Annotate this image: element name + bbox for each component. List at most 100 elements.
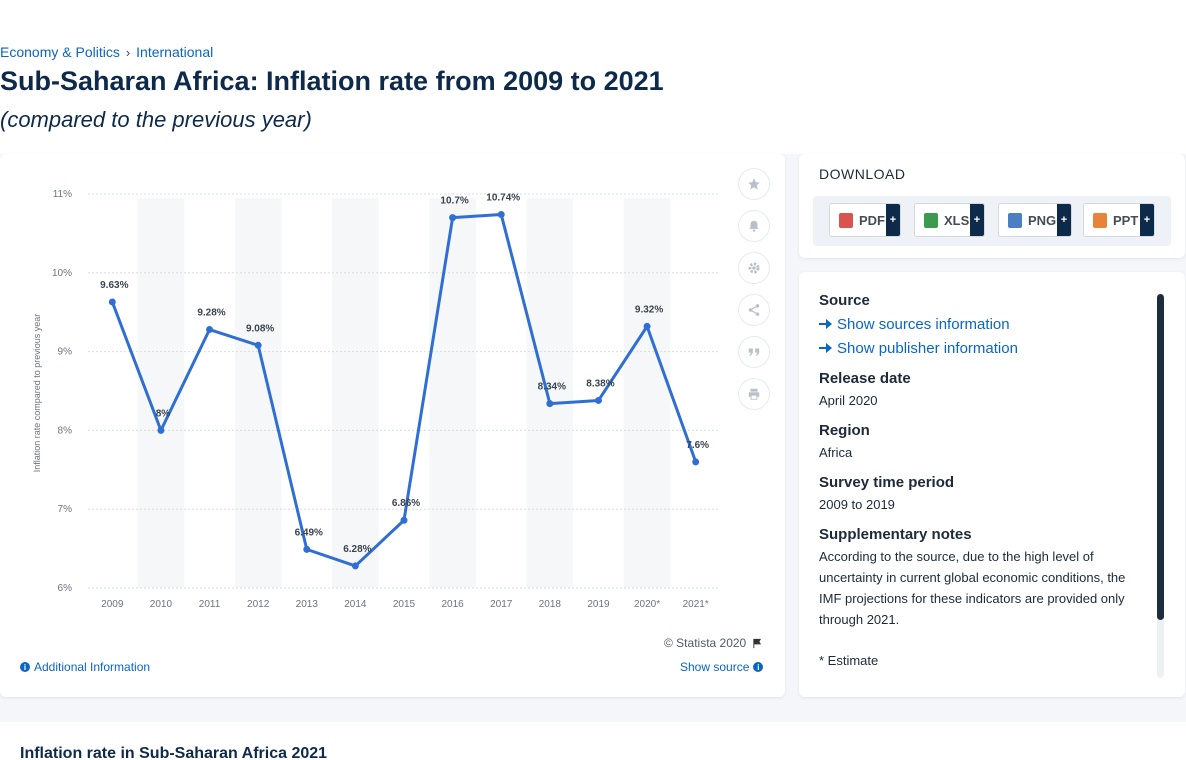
gear-icon [748,262,760,274]
show-source-link[interactable]: Show source i [680,660,764,674]
survey-period-value: 2009 to 2019 [819,497,895,512]
y-tick-label: 11% [53,189,72,200]
column-band [623,198,671,588]
show-sources-link[interactable]: Show sources information [819,312,1139,336]
y-tick-label: 10% [52,268,72,279]
download-xls-button[interactable]: XLS + [914,203,985,237]
line-chart: 6% 7% 8% 9% 10% 11% Inflation rate compared to… [32,189,720,610]
copyright: © Statista 2020 [664,636,763,650]
download-card: DOWNLOAD PDF + XLS + PNG + PPT + [799,154,1185,258]
x-tick-label: 2012 [247,599,270,610]
data-point [594,396,602,404]
column-band [137,198,185,588]
column-band [526,198,574,588]
show-publisher-link[interactable]: Show publisher information [819,336,1139,360]
x-tick-label: 2010 [150,599,173,610]
arrow-right-icon [819,319,832,329]
x-tick-label: 2013 [296,599,319,610]
data-label: 6.28% [343,544,371,555]
breadcrumb: Economy & Politics › International [0,44,213,60]
x-tick-label: 2018 [539,599,562,610]
plus-icon: + [1057,204,1071,236]
data-point [400,516,408,524]
plus-icon: + [1140,204,1154,236]
data-point [157,426,165,434]
data-label: 8.34% [538,382,566,393]
ppt-file-icon [1093,212,1107,228]
source-heading: Source [819,292,870,309]
data-point [254,341,262,349]
page-subtitle: (compared to the previous year) [0,107,312,132]
download-pdf-label: PDF [859,212,885,228]
data-label: 7.6% [686,440,709,451]
plus-icon: + [970,204,984,236]
survey-period-heading: Survey time period [819,474,955,491]
estimate-note: * Estimate [819,653,879,668]
x-tick-label: 2014 [344,599,367,610]
breadcrumb-item-economy[interactable]: Economy & Politics [0,44,120,60]
additional-information-label: Additional Information [34,660,151,674]
xls-file-icon [924,212,938,228]
x-tick-label: 2016 [441,599,464,610]
download-buttons: PDF + XLS + PNG + PPT + [813,196,1171,246]
data-point [206,326,214,334]
info-scrollbar-thumb[interactable] [1157,294,1164,620]
settings-button[interactable] [738,252,770,284]
release-date-heading: Release date [819,370,911,387]
column-band [429,198,476,588]
flag-icon[interactable] [752,638,763,649]
download-ppt-label: PPT [1113,212,1139,228]
breadcrumb-item-international[interactable]: International [136,44,214,60]
series-line [110,212,698,568]
x-tick-label: 2019 [587,599,610,610]
related-statistic-card [0,722,1186,760]
top-bar [0,0,1186,36]
info-icon: i [20,662,30,672]
download-ppt-button[interactable]: PPT + [1083,203,1155,237]
download-pdf-button[interactable]: PDF + [829,203,901,237]
info-scrollbar[interactable] [1157,294,1164,678]
x-tick-label: 2021* [683,599,709,610]
data-label: 8.38% [586,378,614,389]
arrow-right-icon [819,343,832,353]
data-label: 8% [156,408,171,419]
data-point [108,298,116,306]
data-point [692,458,700,466]
show-source-label: Show source [680,660,750,674]
y-tick-label: 7% [58,504,73,515]
print-icon [748,388,760,400]
info-icon: i [753,662,764,672]
data-point [643,322,651,330]
copyright-text: © Statista 2020 [664,636,747,650]
data-label: 6.49% [295,527,323,538]
data-point [449,214,457,222]
favorite-button[interactable] [738,168,770,200]
x-tick-label: 2017 [490,599,513,610]
breadcrumb-separator: › [125,44,131,60]
info-content: Source Show sources information Show pub… [819,292,1139,671]
cite-button[interactable] [738,336,770,368]
y-tick-label: 6% [58,583,73,594]
page-title: Sub-Saharan Africa: Inflation rate from … [0,66,664,96]
y-tick-label: 8% [58,425,73,436]
supplementary-notes-heading: Supplementary notes [819,526,972,543]
additional-information-link[interactable]: i Additional Information [20,660,150,674]
share-button[interactable] [738,294,770,326]
data-label: 10.7% [440,196,468,207]
bell-icon [749,220,759,232]
notification-button[interactable] [738,210,770,242]
data-label: 10.74% [486,192,520,203]
column-band [234,198,282,588]
column-band [332,198,379,588]
data-point [546,400,554,408]
supplementary-notes-value: According to the source, due to the high… [819,549,1126,627]
pdf-file-icon [839,212,853,228]
region-heading: Region [819,422,870,439]
related-statistic-title[interactable]: Inflation rate in Sub-Saharan Africa 202… [20,745,328,760]
print-button[interactable] [738,378,770,410]
x-tick-label: 2009 [101,599,124,610]
star-icon [748,178,760,190]
chart-toolbar [738,168,770,410]
download-png-label: PNG [1028,212,1057,228]
download-png-button[interactable]: PNG + [998,203,1072,237]
